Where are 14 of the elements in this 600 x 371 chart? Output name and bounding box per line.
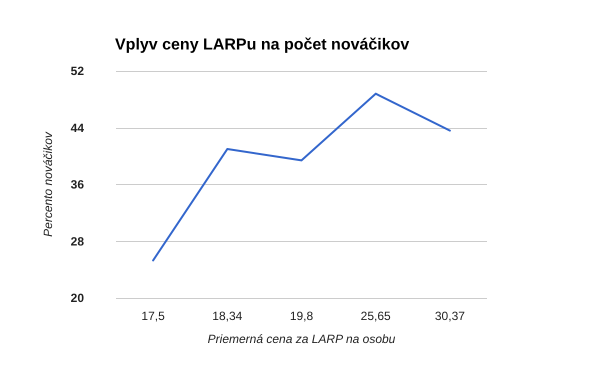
y-tick-label: 20 xyxy=(70,291,84,305)
x-tick-label: 30,37 xyxy=(434,309,466,323)
y-tick-label: 36 xyxy=(70,178,84,192)
y-tick-label: 28 xyxy=(70,234,84,248)
line-series xyxy=(152,92,451,262)
x-tick-label: 17,5 xyxy=(141,309,166,323)
x-tick-label: 19,8 xyxy=(290,309,314,323)
x-tick-label: 25,65 xyxy=(360,309,392,323)
y-tick-label: 44 xyxy=(70,120,84,135)
chart-title: Vplyv ceny LARPu na počet nováčikov xyxy=(115,36,410,54)
x-axis-title: Priemerná cena za LARP na osobu xyxy=(208,332,396,346)
y-tick-label: 52 xyxy=(70,64,84,78)
y-axis-title: Percento nováčikov xyxy=(41,131,55,237)
x-tick-label: 18,34 xyxy=(212,309,243,323)
